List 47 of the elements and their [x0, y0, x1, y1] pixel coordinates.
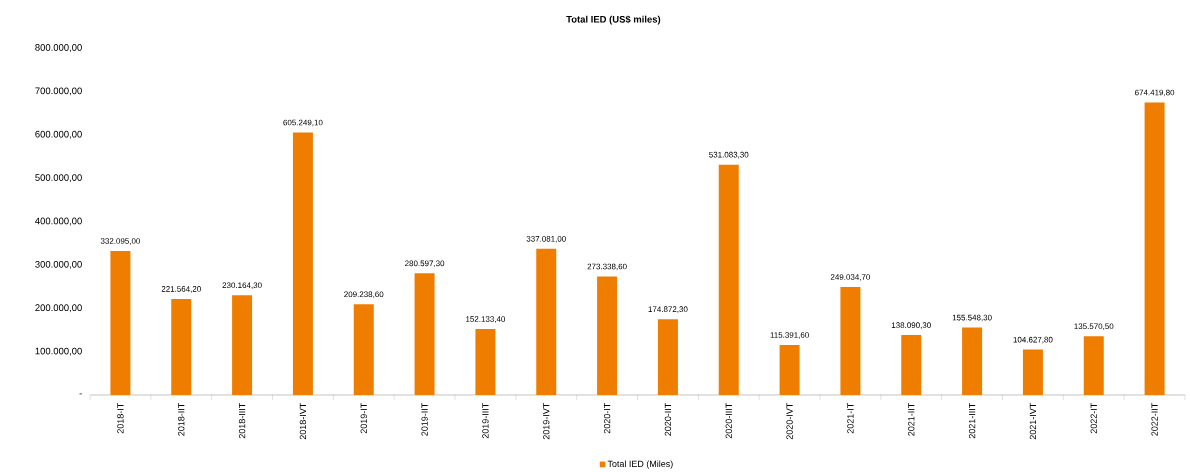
x-tick-label: 2019-IIT [421, 402, 428, 436]
bar [110, 250, 131, 395]
bar [840, 286, 861, 395]
x-tick-label: 2019-IVT [543, 402, 550, 440]
x-tick-label: 2021-IT [847, 402, 854, 434]
bar [171, 298, 192, 395]
x-tick-label: 2018-IT [117, 402, 124, 434]
bar [597, 276, 618, 395]
bar [718, 164, 739, 395]
chart-title: Total IED (US$ miles) [566, 15, 661, 25]
bar [901, 335, 922, 395]
bar [475, 329, 496, 395]
x-tick-label: 2018-IIIT [238, 402, 246, 439]
bar [536, 248, 557, 395]
y-tick-label: 300.000,00 [35, 260, 82, 269]
bar [779, 344, 800, 395]
bar [1083, 336, 1104, 395]
x-tick-label: 2020-IIIT [725, 402, 732, 439]
bar [1022, 349, 1043, 395]
x-tick-label: 2018-IVT [299, 402, 307, 440]
bar [962, 327, 983, 395]
bar [414, 273, 435, 395]
x-tick-label: 2021-IVT [1029, 402, 1037, 440]
y-tick-label: 400.000,00 [35, 217, 82, 226]
x-tick-label: 2019-IT [360, 402, 367, 434]
y-tick-label: 700.000,00 [35, 87, 82, 96]
y-tick-label: 800.000,00 [35, 44, 82, 52]
x-tick-label: 2020-IIT [664, 402, 672, 436]
y-tick-label: 600.000,00 [35, 130, 82, 139]
bar [353, 304, 374, 395]
x-tick-label: 2022-IT [1090, 402, 1097, 434]
x-tick-label: 2018-IIT [178, 402, 185, 436]
y-tick-label: 200.000,00 [35, 304, 82, 313]
x-tick-label: 2020-IVT [786, 402, 793, 440]
x-tick-label: 2020-IT [603, 402, 611, 434]
x-tick-label: 2021-IIT [908, 402, 915, 436]
x-tick-label: 2022-IIT [1151, 402, 1158, 436]
bar [292, 132, 313, 395]
y-tick-label: 500.000,00 [35, 174, 82, 183]
y-tick-label: 100.000,00 [35, 347, 82, 356]
x-tick-label: 2019-IIIT [482, 402, 489, 439]
bar [1144, 102, 1165, 395]
bar [232, 295, 253, 395]
y-tick-label: - [79, 393, 82, 395]
x-tick-label: 2021-IIIT [968, 402, 976, 439]
bar [657, 319, 678, 395]
legend-label: Total IED (Miles) [607, 460, 673, 469]
